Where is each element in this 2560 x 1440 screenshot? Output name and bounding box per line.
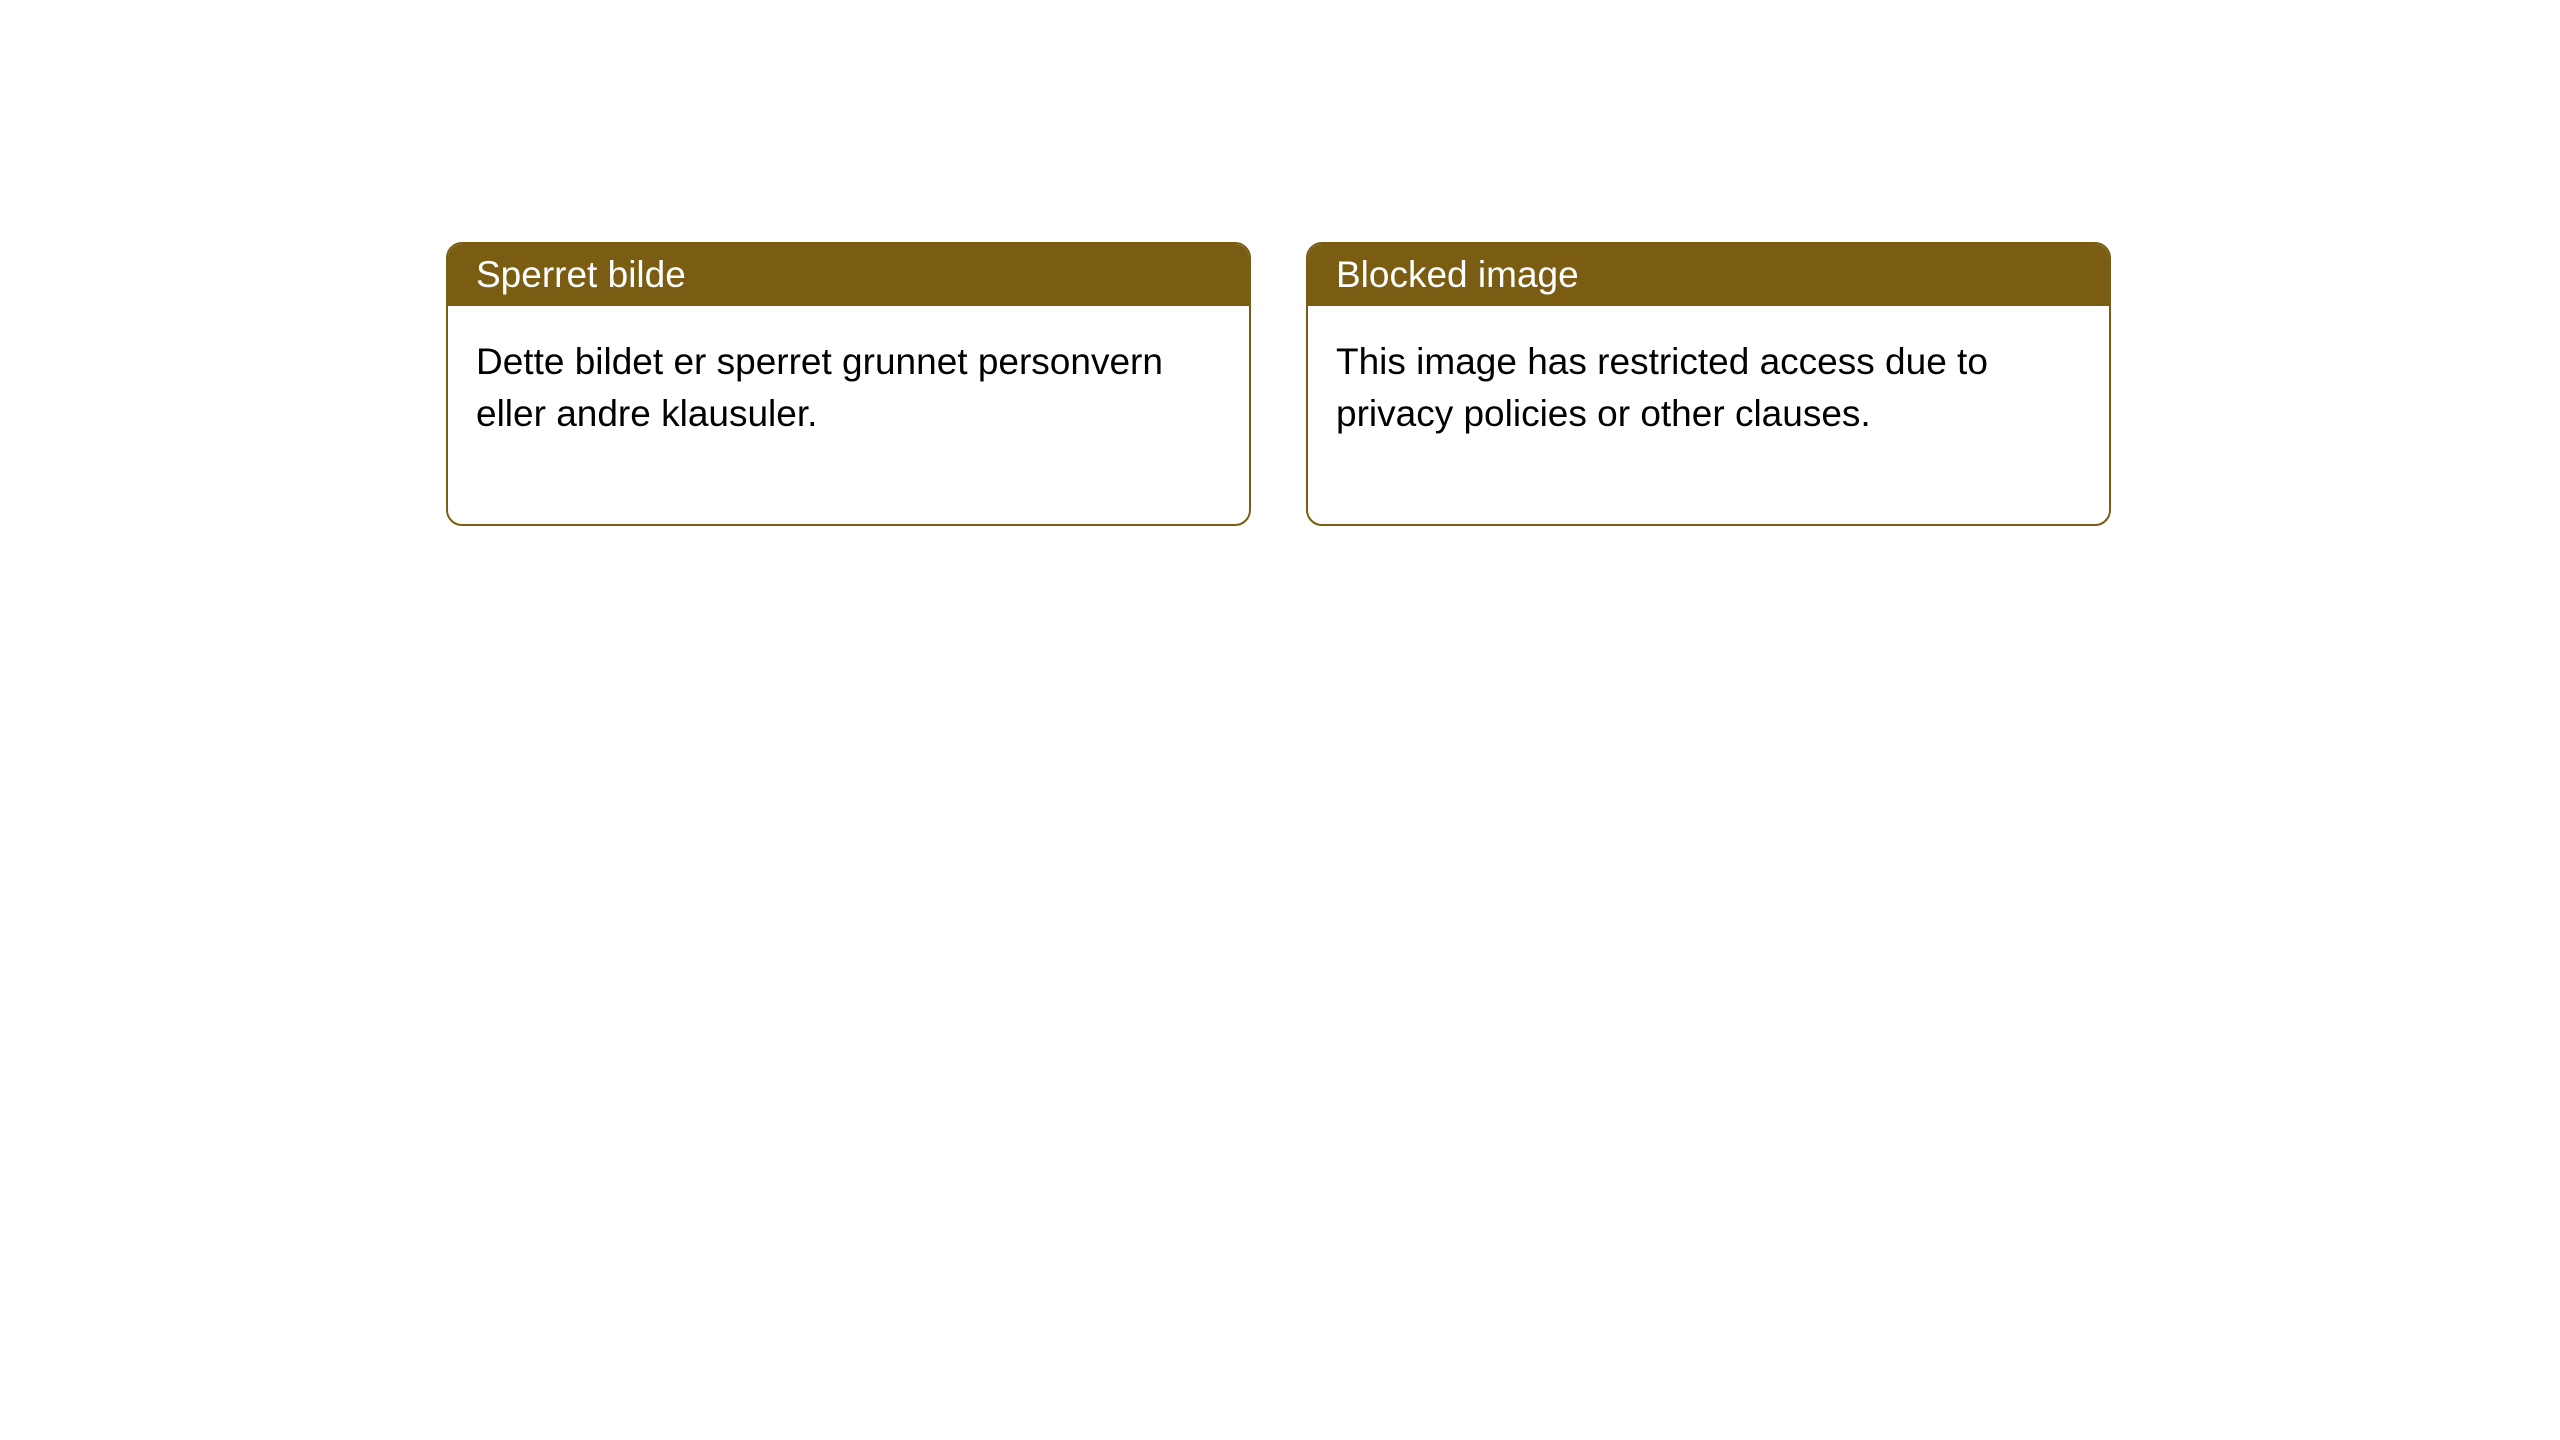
notice-header: Blocked image bbox=[1308, 244, 2109, 306]
notice-body: Dette bildet er sperret grunnet personve… bbox=[448, 306, 1249, 524]
notice-title: Sperret bilde bbox=[476, 254, 686, 295]
notice-body: This image has restricted access due to … bbox=[1308, 306, 2109, 524]
notice-card-english: Blocked image This image has restricted … bbox=[1306, 242, 2111, 526]
notice-text: Dette bildet er sperret grunnet personve… bbox=[476, 336, 1221, 440]
notice-title: Blocked image bbox=[1336, 254, 1579, 295]
notice-text: This image has restricted access due to … bbox=[1336, 336, 2081, 440]
notice-card-norwegian: Sperret bilde Dette bildet er sperret gr… bbox=[446, 242, 1251, 526]
notice-header: Sperret bilde bbox=[448, 244, 1249, 306]
notice-cards-container: Sperret bilde Dette bildet er sperret gr… bbox=[0, 0, 2560, 526]
